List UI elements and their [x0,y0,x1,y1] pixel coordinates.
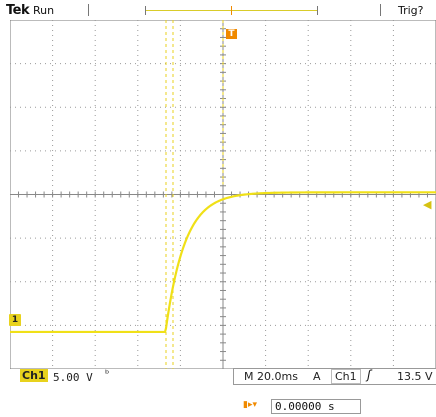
trigger-position-marker[interactable]: T [226,29,237,39]
trigger-position-value[interactable]: 0.00000 s [271,399,361,414]
ch1-trace [10,191,436,334]
brand-logo: Tek [6,3,30,18]
ch1-ground-marker[interactable]: 1 [9,314,21,326]
trigger-level[interactable]: 13.5 V [397,370,433,383]
trigger-level-marker[interactable]: ◀ [423,198,432,211]
waveform-display[interactable] [10,20,436,369]
bandwidth-limit-icon: ᵇ [105,369,110,380]
status-divider [380,4,381,16]
trigger-source[interactable]: Ch1 [331,369,361,384]
channel-label[interactable]: Ch1 [20,369,48,382]
horizontal-scale[interactable]: M 20.0ms [244,370,298,383]
record-view-bar [145,6,318,15]
acquire-mode: A [313,370,321,383]
trigger-position-icon: ▮▸▾ [243,400,257,410]
horizontal-trigger-panel [233,368,436,385]
status-divider [88,4,89,16]
rising-edge-icon: ʃ [367,368,372,382]
vertical-scale[interactable]: 5.00 V [53,371,93,384]
run-status: Run [33,4,55,17]
trigger-status: Trig? [398,4,424,17]
